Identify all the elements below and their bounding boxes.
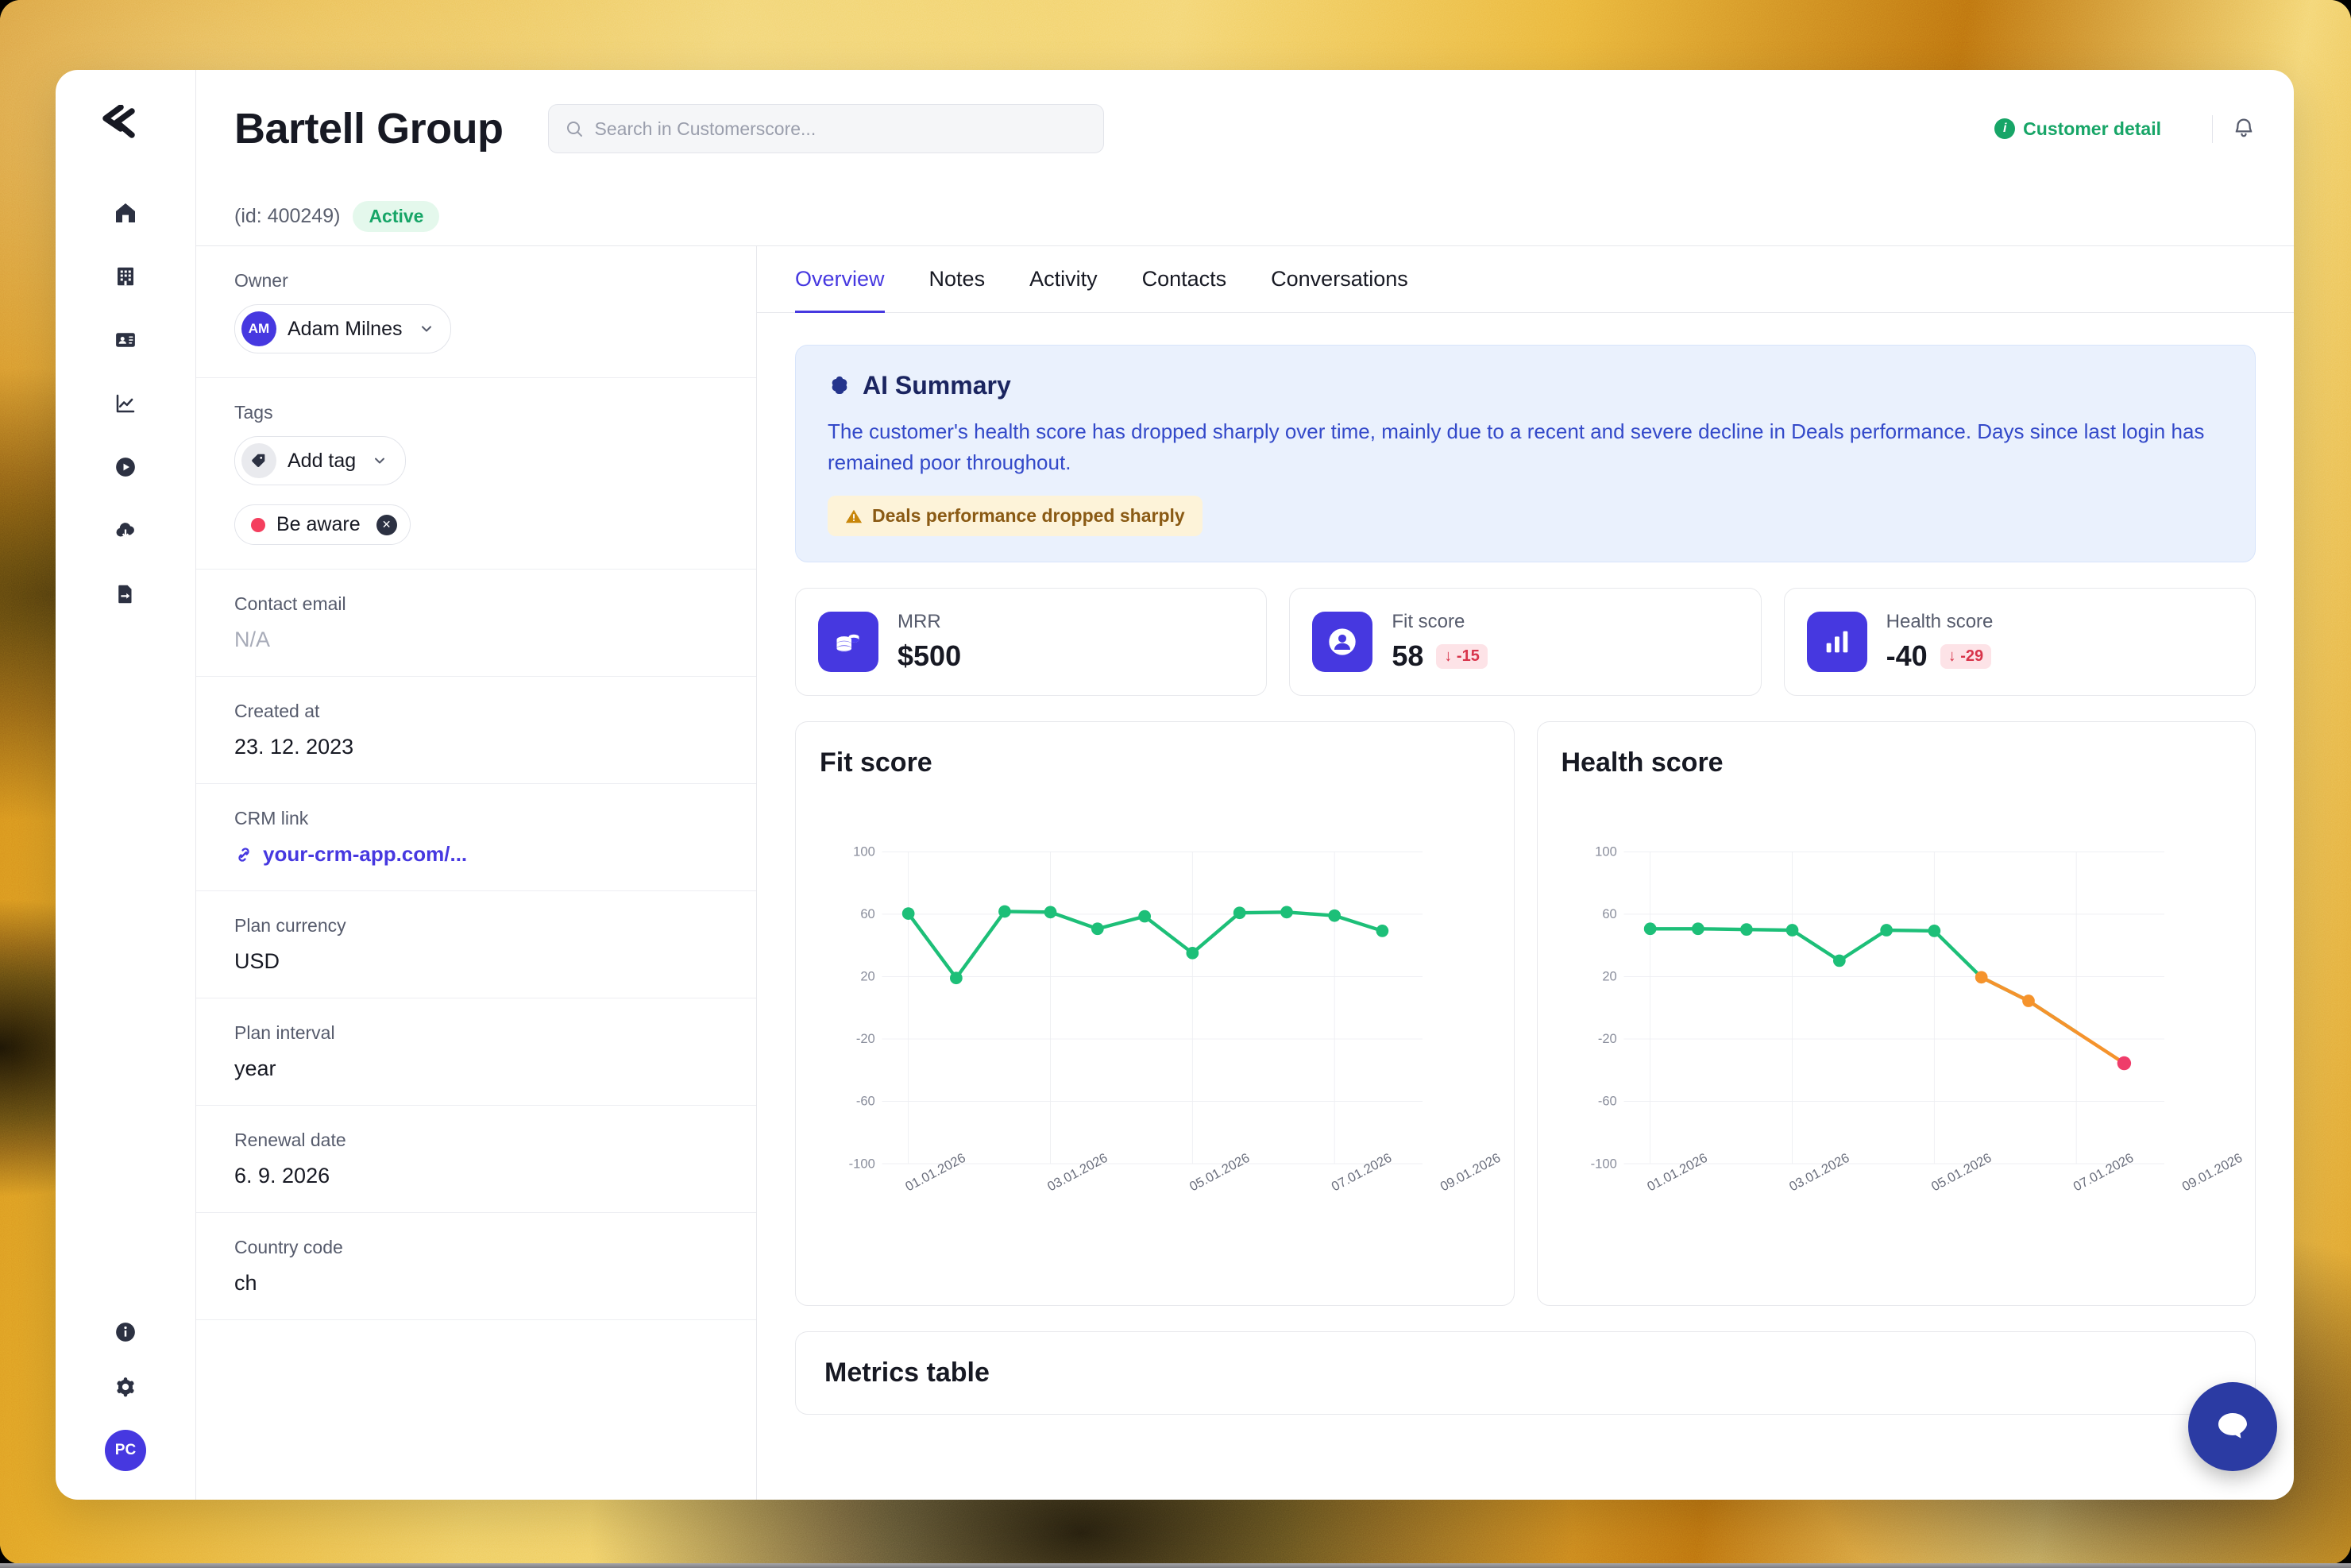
svg-text:07.01.2026: 07.01.2026 [2071,1150,2136,1195]
svg-text:60: 60 [860,906,874,921]
svg-text:09.01.2026: 09.01.2026 [1438,1150,1503,1195]
svg-text:20: 20 [860,969,874,984]
svg-text:07.01.2026: 07.01.2026 [1329,1150,1394,1195]
svg-text:-60: -60 [856,1094,875,1109]
svg-text:03.01.2026: 03.01.2026 [1786,1150,1851,1195]
svg-text:05.01.2026: 05.01.2026 [1928,1150,1994,1195]
svg-text:-100: -100 [1590,1156,1616,1171]
svg-text:-20: -20 [1597,1031,1616,1046]
svg-text:01.01.2026: 01.01.2026 [903,1150,968,1195]
svg-text:09.01.2026: 09.01.2026 [2179,1150,2245,1195]
svg-text:20: 20 [1602,969,1616,984]
svg-text:01.01.2026: 01.01.2026 [1644,1150,1709,1195]
svg-text:100: 100 [853,844,875,859]
svg-text:-20: -20 [856,1031,875,1046]
svg-text:03.01.2026: 03.01.2026 [1044,1150,1110,1195]
svg-text:-60: -60 [1597,1094,1616,1109]
svg-text:60: 60 [1602,906,1616,921]
svg-text:-100: -100 [849,1156,875,1171]
svg-text:05.01.2026: 05.01.2026 [1187,1150,1252,1195]
svg-text:100: 100 [1595,844,1617,859]
